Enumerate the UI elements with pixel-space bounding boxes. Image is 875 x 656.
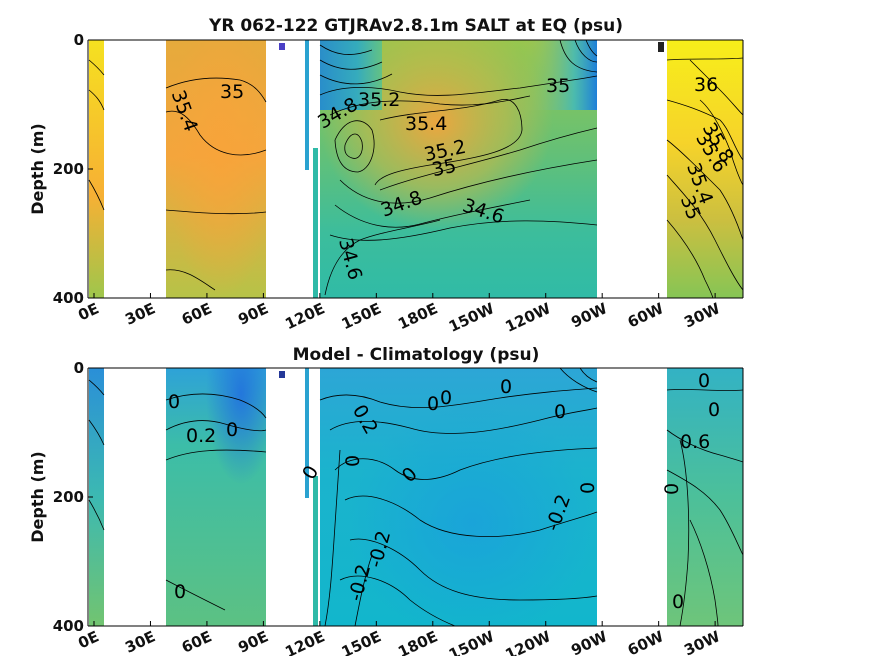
- bottom-x-tick-label-11: 30W: [681, 627, 723, 656]
- top-y-tick-label-0: 0: [74, 31, 84, 49]
- bottom-field-atlantic: [667, 368, 743, 626]
- top-field-indonesia-strip-2: [313, 148, 318, 298]
- top-y-tick-label-1: 200: [53, 160, 84, 178]
- top-field-west-africa: [89, 40, 104, 298]
- bottom-y-ticks: 0 200 400: [53, 359, 93, 635]
- bottom-x-tick-label-2: 60E: [179, 627, 215, 656]
- top-label-10: 35: [546, 75, 570, 97]
- bottom-x-tick-label-9: 90W: [568, 627, 610, 656]
- bottom-axes: [87, 367, 744, 627]
- bottom-panel-plot: 0 0.2 0 0 0.2 0 0 0 0 0 0 -0.2 0 -0.2 -0…: [88, 368, 743, 626]
- top-panel-plot: 35 35.4 34.8 35.2 35.4 35.2 35 34.8 34.6…: [88, 40, 743, 298]
- bottom-label-18: 0: [708, 399, 720, 421]
- top-label-11: 36: [694, 74, 718, 96]
- bottom-label-20: 0: [672, 591, 684, 613]
- top-field-atlantic-west: [658, 42, 664, 52]
- top-label-4: 35.4: [405, 113, 447, 135]
- top-x-tick-label-10: 60W: [625, 299, 667, 331]
- top-x-tick-label-4: 120E: [282, 299, 327, 333]
- top-x-tick-label-3: 90E: [235, 299, 271, 328]
- top-contours: [88, 40, 743, 298]
- top-panel-title: YR 062-122 GTJRAv2.8.1m SALT at EQ (psu): [208, 16, 623, 36]
- bottom-y-tick-label-2: 400: [53, 617, 84, 635]
- top-field-east-pacific: [520, 40, 597, 110]
- bottom-x-tick-label-10: 60W: [625, 627, 667, 656]
- bottom-label-3: 0: [298, 462, 323, 483]
- bottom-label-10: 0: [342, 455, 364, 467]
- top-y-tick-label-2: 400: [53, 289, 84, 307]
- top-x-tick-label-8: 120W: [502, 299, 553, 336]
- bottom-field-west-africa: [89, 368, 104, 626]
- bottom-y-axis-label: Depth (m): [28, 451, 47, 543]
- top-x-tick-label-1: 30E: [122, 299, 158, 328]
- top-x-tick-label-7: 150W: [446, 299, 497, 336]
- bottom-label-12: 0: [577, 482, 599, 494]
- top-y-axis-label: Depth (m): [28, 123, 47, 215]
- bottom-panel-title: Model - Climatology (psu): [293, 345, 540, 365]
- top-x-tick-label-2: 60E: [179, 299, 215, 328]
- bottom-x-tick-label-6: 180E: [395, 627, 440, 656]
- top-x-tick-label-9: 90W: [568, 299, 610, 331]
- top-field-warm-pool: [320, 40, 382, 110]
- top-x-tick-label-6: 180E: [395, 299, 440, 333]
- bottom-x-tick-label-3: 90E: [235, 627, 271, 656]
- bottom-label-2: 0: [226, 419, 238, 441]
- top-x-tick-label-11: 30W: [681, 299, 723, 331]
- top-field-indonesia-strip-3: [279, 43, 285, 50]
- bottom-x-tick-label-5: 150E: [339, 627, 384, 656]
- bottom-label-19: 0: [661, 483, 683, 495]
- bottom-label-0: 0: [168, 391, 180, 413]
- top-y-ticks: 0 200 400: [53, 31, 93, 307]
- bottom-field-indian-core: [166, 368, 266, 626]
- bottom-y-tick-label-1: 200: [53, 488, 84, 506]
- bottom-label-5: 0: [427, 393, 439, 415]
- bottom-label-16: 0: [698, 370, 710, 392]
- bottom-x-tick-label-1: 30E: [122, 627, 158, 656]
- bottom-field-indonesia-strip-3: [279, 371, 285, 378]
- top-field-indian-core: [166, 40, 266, 298]
- bottom-y-tick-label-0: 0: [74, 359, 84, 377]
- bottom-x-tick-label-4: 120E: [282, 627, 327, 656]
- top-field-atlantic: [667, 40, 743, 298]
- top-label-0: 35: [220, 81, 244, 103]
- bottom-x-tick-label-8: 120W: [502, 627, 553, 656]
- top-x-tick-label-5: 150E: [339, 299, 384, 333]
- bottom-label-8: 0: [554, 401, 566, 423]
- bottom-field-pacific-core: [320, 368, 597, 626]
- bottom-label-15: 0: [174, 581, 186, 603]
- bottom-field-indonesia-strip-1: [305, 368, 309, 498]
- top-label-3: 35.2: [358, 89, 400, 111]
- bottom-label-7: 0: [500, 376, 512, 398]
- bottom-label-1: 0.2: [186, 425, 216, 447]
- bottom-contours: [88, 368, 743, 626]
- bottom-field-indonesia-strip-2: [313, 476, 318, 626]
- bottom-label-17: 0.6: [680, 431, 710, 453]
- bottom-x-tick-label-7: 150W: [446, 627, 497, 656]
- top-field-indonesia-strip-1: [305, 40, 309, 170]
- bottom-label-6: 0: [440, 387, 452, 409]
- top-x-ticks: 0E 30E 60E 90E 120E 150E 180E 150W 120W 90W 60W 30W: [75, 293, 723, 336]
- top-label-6: 35: [430, 155, 458, 182]
